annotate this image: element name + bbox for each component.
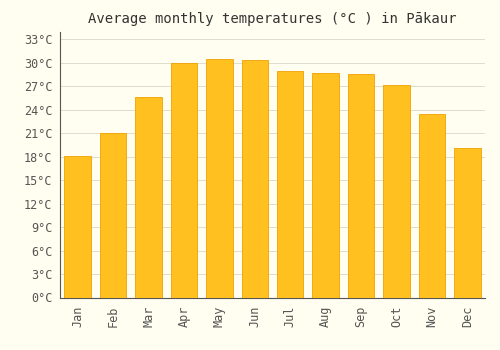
- Title: Average monthly temperatures (°C ) in Pākaur: Average monthly temperatures (°C ) in Pā…: [88, 12, 457, 26]
- Bar: [348, 74, 374, 298]
- Bar: [277, 71, 303, 297]
- Bar: [383, 85, 409, 298]
- Bar: [312, 73, 339, 298]
- Bar: [64, 156, 91, 298]
- Bar: [242, 61, 268, 298]
- Bar: [418, 114, 445, 298]
- Bar: [454, 148, 480, 298]
- Bar: [100, 133, 126, 298]
- Bar: [136, 97, 162, 298]
- Bar: [206, 59, 233, 298]
- Bar: [170, 63, 197, 298]
